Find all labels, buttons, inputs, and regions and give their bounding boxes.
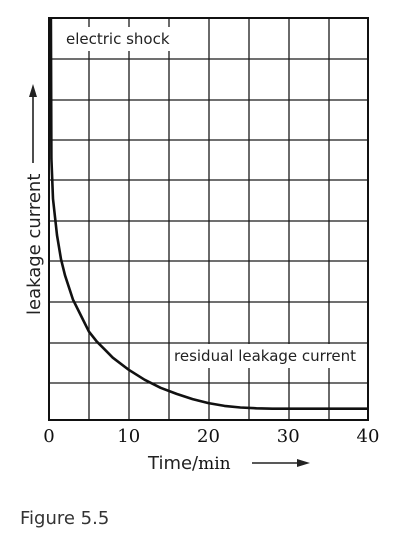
x-tick-label: 30 <box>277 426 300 447</box>
chart-curve-layer <box>49 17 368 410</box>
x-tick-label: 40 <box>357 426 380 447</box>
y-axis-label: leakage current <box>24 174 45 315</box>
x-tick-label: 20 <box>197 426 220 447</box>
x-tick-label: 0 <box>43 426 54 447</box>
chart-annotations: electric shock residual leakage current <box>62 27 367 368</box>
x-axis-arrow <box>252 459 310 467</box>
annotation-electric-shock: electric shock <box>66 30 170 48</box>
x-tick-label: 10 <box>117 426 140 447</box>
x-axis-label-text: Time/ <box>147 453 199 474</box>
x-axis-unit: min <box>198 454 231 474</box>
annotation-top-background <box>62 27 182 51</box>
plot-frame <box>48 17 369 421</box>
chart-grid <box>48 17 369 421</box>
y-axis-arrow <box>29 84 37 163</box>
annotation-residual-background <box>171 344 367 368</box>
annotation-residual-leakage-current: residual leakage current <box>174 347 356 365</box>
figure-caption: Figure 5.5 <box>20 508 110 529</box>
x-axis-label: Time/min <box>147 453 231 474</box>
x-axis-ticks: 0 10 20 30 40 <box>43 426 379 447</box>
leakage-current-curve <box>49 17 368 410</box>
